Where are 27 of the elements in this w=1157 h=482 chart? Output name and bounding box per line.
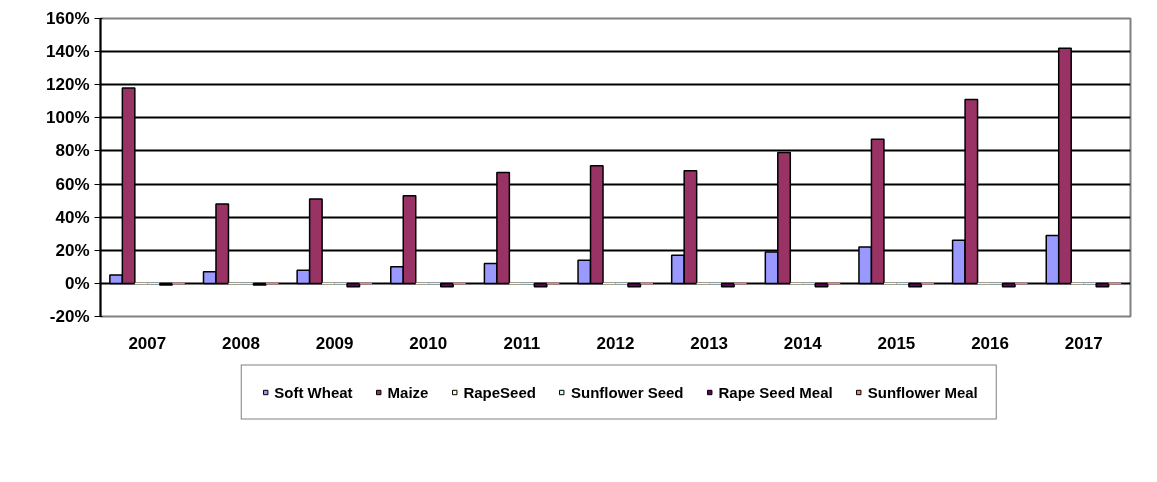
x-tick-label: 2009 xyxy=(315,333,354,353)
x-tick-label: 2013 xyxy=(690,333,729,353)
legend-label: RapeSeed xyxy=(463,383,536,401)
y-tick-label: 140% xyxy=(46,42,90,62)
y-tick-label: 100% xyxy=(46,108,90,128)
x-tick-label: 2016 xyxy=(971,333,1009,353)
legend-label: Sunflower Meal xyxy=(867,383,978,401)
legend-label: Maize xyxy=(387,383,429,401)
x-tick-label: 2017 xyxy=(1064,333,1103,353)
x-tick-label: 2012 xyxy=(596,333,635,353)
legend-label: Sunflower Seed xyxy=(570,383,684,401)
y-tick-label: 20% xyxy=(55,240,90,260)
x-tick-label: 2007 xyxy=(128,333,167,353)
y-tick-label: 80% xyxy=(55,141,90,161)
x-tick-label: 2015 xyxy=(877,333,916,353)
x-tick-label: 2008 xyxy=(222,333,260,353)
legend-label: Soft Wheat xyxy=(274,383,353,401)
y-tick-label: 120% xyxy=(46,75,90,95)
x-tick-label: 2011 xyxy=(503,333,541,353)
y-tick-label: -20% xyxy=(49,307,90,326)
legend-label: Rape Seed Meal xyxy=(718,383,833,401)
y-tick-label: 160% xyxy=(46,9,90,28)
x-tick-label: 2014 xyxy=(783,333,823,353)
y-tick-label: 0% xyxy=(64,273,90,293)
y-tick-label: 60% xyxy=(55,174,90,194)
y-tick-label: 40% xyxy=(55,207,90,227)
x-tick-label: 2010 xyxy=(409,333,448,353)
